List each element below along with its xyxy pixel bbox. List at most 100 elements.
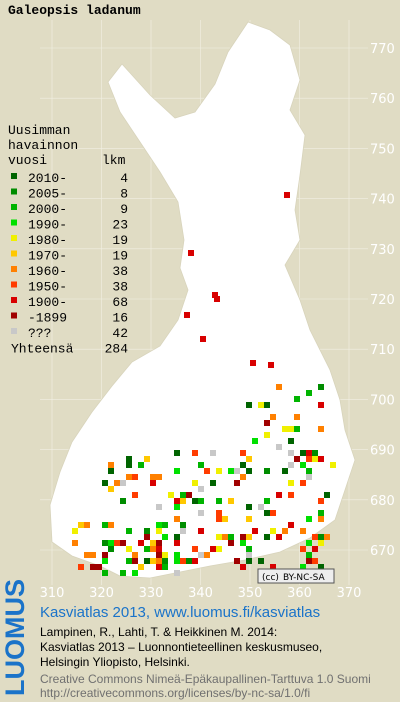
observation-square <box>216 468 222 474</box>
observation-square <box>162 534 168 540</box>
observation-square <box>324 534 330 540</box>
observation-square <box>228 534 234 540</box>
observation-square <box>258 504 264 510</box>
y-label: 710 <box>370 343 395 358</box>
observation-square <box>96 564 102 570</box>
legend-count: 23 <box>112 218 128 233</box>
observation-square <box>108 462 114 468</box>
observation-square <box>216 516 222 522</box>
observation-square <box>306 456 312 462</box>
legend-count: 68 <box>112 295 128 310</box>
observation-square <box>200 336 206 342</box>
observation-square <box>72 540 78 546</box>
species-title: Galeopsis ladanum <box>8 3 141 18</box>
observation-square <box>138 462 144 468</box>
observation-square <box>132 552 138 558</box>
observation-square <box>312 534 318 540</box>
observation-square <box>144 534 150 540</box>
observation-square <box>240 540 246 546</box>
legend-label: -1899 <box>28 311 67 326</box>
observation-square <box>188 250 194 256</box>
observation-square <box>78 564 84 570</box>
observation-square <box>276 444 282 450</box>
observation-square <box>120 570 126 576</box>
observation-square <box>306 450 312 456</box>
legend-total: 284 <box>105 342 129 357</box>
observation-square <box>204 468 210 474</box>
y-label: 690 <box>370 444 395 459</box>
x-label: 340 <box>188 586 213 601</box>
observation-square <box>150 540 156 546</box>
observation-square <box>216 546 222 552</box>
observation-square <box>144 528 150 534</box>
observation-square <box>198 498 204 504</box>
observation-square <box>276 534 282 540</box>
legend-swatch <box>11 297 17 303</box>
observation-square <box>84 522 90 528</box>
observation-square <box>192 498 198 504</box>
observation-square <box>156 546 162 552</box>
legend-label: 2010- <box>28 171 67 186</box>
observation-square <box>250 360 256 366</box>
legend-swatch <box>11 281 17 288</box>
observation-square <box>306 558 312 564</box>
observation-square <box>312 558 318 564</box>
observation-square <box>300 564 306 570</box>
observation-square <box>102 480 108 486</box>
observation-square <box>132 474 138 480</box>
legend-label: ??? <box>28 326 51 341</box>
observation-square <box>288 462 294 468</box>
y-label: 700 <box>370 393 395 408</box>
finland-outline <box>49 21 356 579</box>
observation-square <box>276 384 282 390</box>
observation-square <box>300 480 306 486</box>
y-label: 680 <box>370 494 395 509</box>
observation-square <box>114 540 120 546</box>
observation-square <box>198 510 204 516</box>
observation-square <box>102 540 108 546</box>
observation-square <box>288 522 294 528</box>
cc-badge: (cc) BY-NC-SA <box>257 568 335 584</box>
legend-label: 1990- <box>28 218 67 233</box>
observation-square <box>318 426 324 432</box>
observation-square <box>84 552 90 558</box>
observation-square <box>246 546 252 552</box>
observation-square <box>186 492 192 498</box>
observation-square <box>240 462 246 468</box>
observation-square <box>126 456 132 462</box>
observation-square <box>312 456 318 462</box>
observation-square <box>156 552 162 558</box>
legend-label: 1950- <box>28 280 67 295</box>
observation-square <box>156 540 162 546</box>
observation-square <box>132 570 138 576</box>
observation-square <box>288 492 294 498</box>
legend-label: 1980- <box>28 233 67 248</box>
y-label: 670 <box>370 544 395 559</box>
observation-square <box>210 546 216 552</box>
legend-count: 19 <box>112 249 128 264</box>
observation-square <box>318 540 324 546</box>
observation-square <box>228 498 234 504</box>
observation-square <box>108 540 114 546</box>
observation-square <box>198 462 204 468</box>
observation-square <box>284 192 290 198</box>
legend-swatch <box>11 328 17 334</box>
observation-square <box>264 510 270 516</box>
observation-square <box>198 528 204 534</box>
legend-count: 38 <box>112 264 128 279</box>
observation-square <box>270 564 276 570</box>
legend-count: 42 <box>112 326 128 341</box>
observation-square <box>186 558 192 564</box>
observation-square <box>144 558 150 564</box>
legend-count: 9 <box>120 202 128 217</box>
observation-square <box>144 546 150 552</box>
observation-square <box>234 480 240 486</box>
observation-square <box>132 558 138 564</box>
observation-square <box>270 528 276 534</box>
observation-square <box>216 510 222 516</box>
observation-square <box>102 570 108 576</box>
observation-square <box>108 522 114 528</box>
observation-square <box>144 456 150 462</box>
observation-square <box>216 498 222 504</box>
